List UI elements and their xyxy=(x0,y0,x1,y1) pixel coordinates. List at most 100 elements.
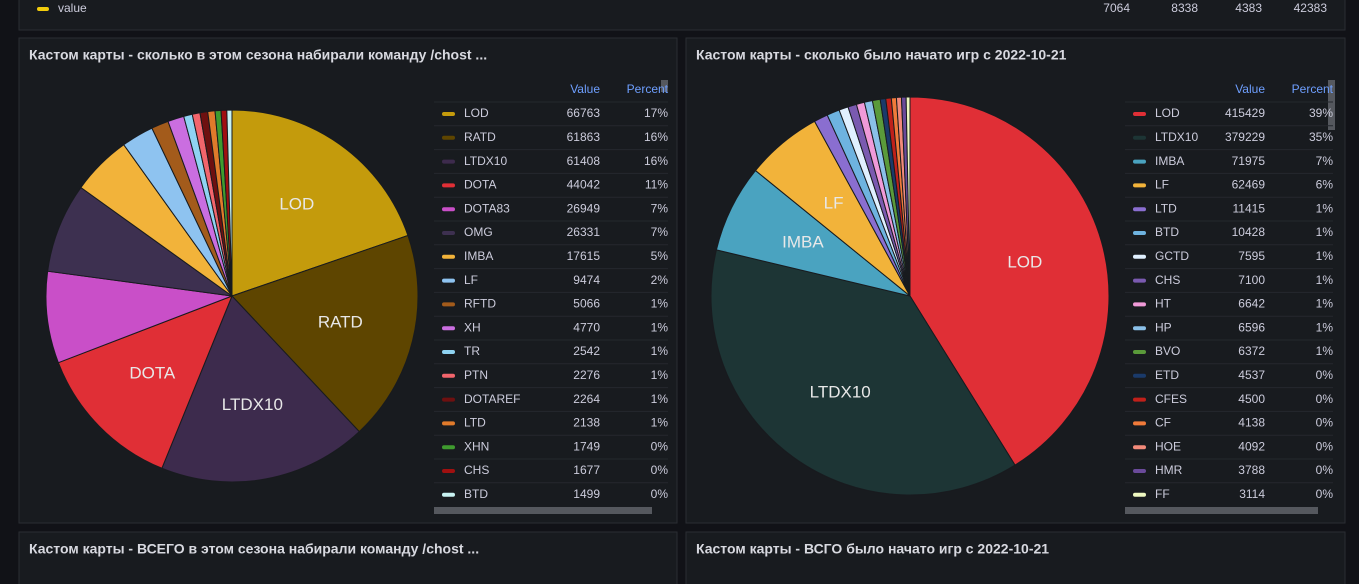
slice-label: RATD xyxy=(318,312,363,331)
legend-swatch xyxy=(442,135,455,140)
legend-value: 4500 xyxy=(1238,392,1265,406)
legend-value: 4092 xyxy=(1238,439,1265,453)
legend-value: 11415 xyxy=(1233,201,1266,215)
legend-value: 4537 xyxy=(1238,368,1265,382)
slice-label: LOD xyxy=(1007,253,1042,272)
pie-slice xyxy=(226,109,233,297)
legend-swatch xyxy=(442,254,455,259)
legend-value: 26331 xyxy=(567,225,601,239)
legend-swatch xyxy=(442,373,455,378)
scrollbar xyxy=(1125,507,1318,514)
legend-percent: 7% xyxy=(651,201,669,215)
legend-header: Value xyxy=(570,82,600,96)
legend-value: 6642 xyxy=(1238,297,1265,311)
legend-swatch xyxy=(442,445,455,450)
legend-name: RFTD xyxy=(464,297,496,311)
slice-label: LF xyxy=(824,194,844,213)
legend-name: XH xyxy=(464,320,481,334)
legend-name: PTN xyxy=(464,368,488,382)
legend-percent: 1% xyxy=(651,368,669,382)
scrollbar xyxy=(661,80,668,92)
legend-percent: 0% xyxy=(1316,439,1334,453)
legend-swatch xyxy=(1133,421,1146,426)
legend-value: 1677 xyxy=(573,463,600,477)
legend-header: Percent xyxy=(1292,82,1334,96)
legend-swatch xyxy=(1133,302,1146,307)
slice-label: IMBA xyxy=(782,233,824,252)
legend-value: 61408 xyxy=(567,154,601,168)
legend-value: 4770 xyxy=(573,320,600,334)
legend-percent: 1% xyxy=(1316,344,1334,358)
legend-percent: 2% xyxy=(651,273,669,287)
legend-value: 71975 xyxy=(1232,154,1266,168)
legend-swatch xyxy=(1133,207,1146,212)
legend-swatch xyxy=(1133,278,1146,283)
legend-percent: 7% xyxy=(651,225,669,239)
panel xyxy=(685,531,1346,584)
legend-percent: 1% xyxy=(651,344,669,358)
legend-value: 61863 xyxy=(567,130,601,144)
legend-name: HMR xyxy=(1155,463,1183,477)
pie-slice xyxy=(45,270,233,364)
legend-swatch xyxy=(1133,231,1146,235)
legend-value: 5066 xyxy=(573,297,600,311)
pie-slice xyxy=(231,234,419,433)
legend-percent: 17% xyxy=(644,106,668,120)
legend-name: FF xyxy=(1155,487,1170,501)
panel-title: Кастом карты - ВСЕГО в этом сезона набир… xyxy=(29,541,479,557)
legend-name: CHS xyxy=(1155,273,1180,287)
pie-slice xyxy=(909,96,1110,466)
legend-percent: 1% xyxy=(1316,225,1334,239)
panel-title: Кастом карты - сколько было начато игр с… xyxy=(696,47,1067,63)
legend-name: LTD xyxy=(464,416,486,430)
legend-swatch xyxy=(37,7,49,11)
legend-name: DOTAREF xyxy=(464,392,520,406)
legend-value: 2542 xyxy=(573,344,600,358)
legend-value: 7595 xyxy=(1238,249,1265,263)
legend-value: 1499 xyxy=(573,487,600,501)
legend-value: 3114 xyxy=(1239,487,1265,501)
legend-name: LTDX10 xyxy=(464,154,507,168)
legend-swatch xyxy=(1133,135,1146,140)
legend-swatch xyxy=(442,231,455,235)
legend-percent: 11% xyxy=(645,178,668,192)
panel-title: Кастом карты - сколько в этом сезона наб… xyxy=(29,47,487,63)
legend-value: 379229 xyxy=(1225,130,1265,144)
legend-percent: 0% xyxy=(1316,392,1334,406)
legend-swatch xyxy=(1133,445,1146,450)
legend-percent: 7% xyxy=(1316,154,1334,168)
legend-swatch xyxy=(442,397,455,402)
legend-swatch xyxy=(442,469,455,473)
legend-percent: 0% xyxy=(651,463,669,477)
pie-slice xyxy=(161,295,360,483)
legend-percent: 1% xyxy=(651,392,669,406)
legend-name: CFES xyxy=(1155,392,1187,406)
legend-name: value xyxy=(58,1,87,15)
legend-percent: 1% xyxy=(1316,320,1334,334)
legend-swatch xyxy=(442,183,455,188)
legend-name: CF xyxy=(1155,416,1171,430)
legend-value: 415429 xyxy=(1225,106,1265,120)
legend-percent: 1% xyxy=(1316,201,1334,215)
legend-header: Percent xyxy=(627,82,669,96)
legend-value: 2276 xyxy=(573,368,600,382)
legend-name: LOD xyxy=(464,106,489,120)
legend-value: 66763 xyxy=(567,106,601,120)
legend-name: BVO xyxy=(1155,344,1180,358)
panel xyxy=(18,531,678,584)
legend-value: 10428 xyxy=(1232,225,1266,239)
pie-slice xyxy=(231,109,409,297)
legend-swatch xyxy=(1133,159,1146,164)
legend-value: 1749 xyxy=(573,439,600,453)
legend-percent: 0% xyxy=(1316,368,1334,382)
legend-swatch xyxy=(442,159,455,164)
legend-name: CHS xyxy=(464,463,489,477)
legend-swatch xyxy=(1133,183,1146,188)
legend-swatch xyxy=(442,112,455,116)
legend-value: 8338 xyxy=(1171,1,1198,15)
legend-percent: 0% xyxy=(1316,463,1334,477)
legend-value: 44042 xyxy=(567,178,601,192)
legend-value: 4138 xyxy=(1238,416,1265,430)
legend-value: 26949 xyxy=(567,201,601,215)
